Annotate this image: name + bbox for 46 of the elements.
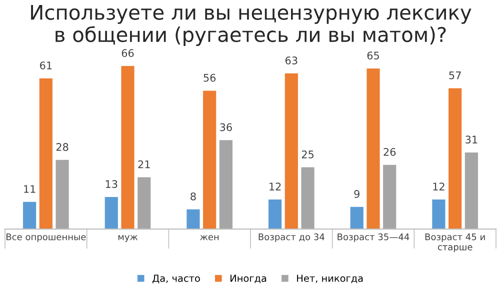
bar	[104, 196, 118, 230]
x-tick-label: жен	[200, 235, 219, 240]
legend-label: Нет, никогда	[297, 274, 363, 284]
bar	[138, 177, 151, 230]
bar	[448, 88, 462, 230]
data-label: 12	[433, 182, 444, 190]
x-tick-label: Возраст 35—44	[338, 233, 410, 242]
data-label: 28	[56, 143, 68, 151]
bar	[350, 206, 364, 230]
bar	[432, 199, 446, 230]
bar	[284, 73, 298, 230]
data-label: 26	[384, 148, 396, 156]
bar	[383, 164, 396, 230]
chart-title: Используете ли вы нецензурную лексику в общении (ругаетесь ли вы матом)?	[31, 4, 472, 46]
data-label: 61	[40, 61, 52, 70]
bar	[301, 167, 314, 230]
bar	[464, 152, 478, 230]
x-tick-label: Возраст до 34	[258, 233, 324, 242]
x-tick-label: муж	[118, 235, 138, 242]
data-label: 57	[449, 72, 461, 80]
bar	[186, 209, 200, 230]
legend-label: Да, часто	[152, 274, 200, 284]
data-label: 31	[466, 136, 478, 144]
bar	[39, 78, 52, 230]
bar	[219, 140, 232, 230]
x-tick-label: Все опрошенные	[6, 234, 86, 242]
data-label: 66	[122, 49, 134, 58]
bar	[23, 202, 36, 230]
bar	[268, 199, 282, 230]
data-label: 65	[367, 52, 379, 60]
data-label: 25	[302, 150, 314, 158]
data-label: 12	[270, 182, 281, 190]
data-label: 11	[24, 185, 36, 193]
x-tick-label: Возраст 45 и старше	[425, 234, 485, 252]
bar	[121, 66, 134, 230]
data-label: 21	[138, 160, 150, 168]
data-label: 56	[204, 74, 216, 82]
data-label: 9	[354, 190, 360, 198]
data-label: 63	[286, 56, 298, 64]
bar	[366, 68, 380, 230]
data-label: 13	[106, 180, 118, 188]
bar	[203, 90, 216, 230]
bar	[56, 160, 69, 230]
data-label: 36	[220, 123, 232, 132]
data-label: 8	[190, 192, 196, 200]
legend-label: Иногда	[230, 274, 266, 284]
